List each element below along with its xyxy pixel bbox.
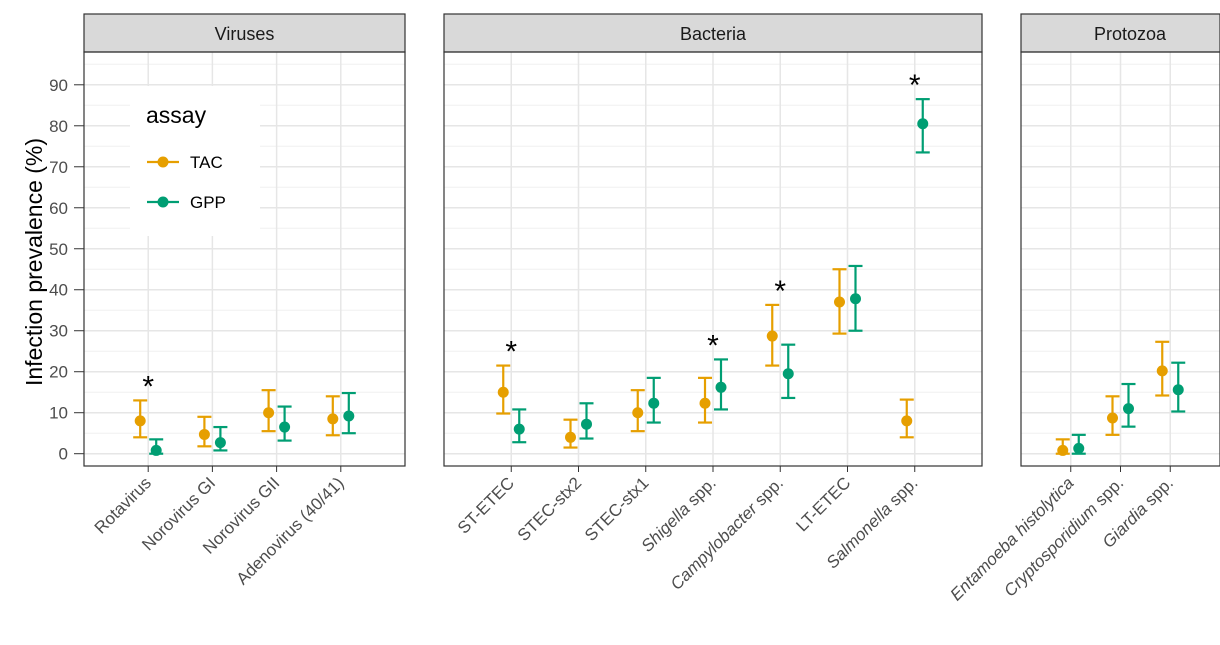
point-gpp: [1123, 403, 1134, 415]
facet-strip: [1020, 13, 1220, 53]
legend-entries: TAC GPP: [147, 153, 226, 212]
y-tick-label: 50: [49, 240, 68, 259]
point-gpp: [1073, 442, 1085, 454]
x-tick-label-plain: STEC-stx1: [581, 473, 653, 545]
legend-label: GPP: [190, 193, 226, 212]
facet-title: Viruses: [215, 24, 275, 44]
point-tac: [699, 397, 711, 409]
legend-key-point: [157, 156, 169, 168]
point-gpp: [581, 418, 592, 430]
x-tick-label-italic: Cryptosporidium: [1000, 499, 1101, 600]
point-gpp: [214, 437, 226, 449]
facet-title: Bacteria: [680, 24, 747, 44]
x-tick-label-plain: Rotavirus: [91, 473, 155, 537]
x-tick-label-plain: ST-ETEC: [454, 473, 518, 537]
y-tick-label: 70: [49, 158, 68, 177]
significance-asterisk: *: [707, 329, 719, 362]
point-tac: [263, 407, 275, 419]
point-gpp: [648, 397, 660, 409]
y-tick-label: 90: [49, 76, 68, 95]
significance-asterisk: *: [909, 69, 921, 102]
point-tac: [497, 386, 509, 398]
panel-border: [1020, 51, 1220, 467]
point-tac: [901, 415, 913, 427]
point-tac: [632, 407, 644, 419]
point-tac: [198, 428, 210, 440]
point-gpp: [343, 410, 355, 422]
panel-border: [443, 51, 983, 467]
point-gpp: [279, 421, 291, 433]
x-tick-label-plain: Adenovirus (40/41): [233, 473, 348, 588]
x-tick-label: STEC-stx1: [581, 473, 653, 545]
panel-border: [83, 51, 406, 467]
facet-strip: [443, 13, 983, 53]
point-tac: [834, 296, 845, 308]
y-tick-label: 10: [49, 404, 68, 423]
x-tick-label-italic: Shigella: [638, 499, 694, 555]
legend: assay TAC GPP: [130, 86, 260, 236]
significance-asterisk: *: [774, 275, 786, 308]
point-gpp: [917, 118, 929, 130]
x-tick-label: LT-ETEC: [792, 473, 854, 535]
point-gpp: [850, 293, 861, 305]
significance-asterisk: *: [505, 336, 517, 369]
point-gpp: [715, 381, 727, 393]
x-tick-label: STEC-stx2: [514, 473, 586, 545]
point-tac: [1107, 412, 1118, 424]
legend-label: TAC: [190, 153, 223, 172]
y-tick-label: 60: [49, 199, 68, 218]
point-tac: [134, 415, 146, 427]
legend-title: assay: [146, 102, 207, 128]
point-gpp: [150, 444, 162, 456]
x-tick-label-plain: LT-ETEC: [792, 473, 854, 535]
point-tac: [565, 431, 576, 443]
point-tac: [766, 330, 778, 342]
point-gpp: [782, 368, 794, 380]
y-tick-label: 30: [49, 322, 68, 341]
point-tac: [1057, 444, 1069, 456]
facet-title: Protozoa: [1094, 24, 1167, 44]
x-tick-label: ST-ETEC: [454, 473, 518, 537]
point-gpp: [513, 423, 525, 435]
y-tick-label: 80: [49, 117, 68, 136]
x-tick-label-italic: Salmonella: [823, 499, 896, 572]
x-tick-label: Adenovirus (40/41): [233, 473, 348, 588]
significance-asterisk: *: [142, 370, 154, 403]
x-tick-label: Campylobacter spp.: [667, 473, 787, 593]
point-tac: [327, 413, 339, 425]
legend-key-point: [157, 196, 169, 208]
facet-strip: [83, 13, 406, 53]
point-gpp: [1172, 384, 1184, 396]
y-tick-label: 0: [59, 445, 68, 464]
y-tick-label: 40: [49, 281, 68, 300]
x-tick-label: Rotavirus: [91, 473, 155, 537]
point-tac: [1156, 365, 1168, 377]
y-tick-label: 20: [49, 363, 68, 382]
y-axis-title: Infection prevalence (%): [21, 138, 47, 386]
x-tick-label-plain: STEC-stx2: [514, 473, 586, 545]
